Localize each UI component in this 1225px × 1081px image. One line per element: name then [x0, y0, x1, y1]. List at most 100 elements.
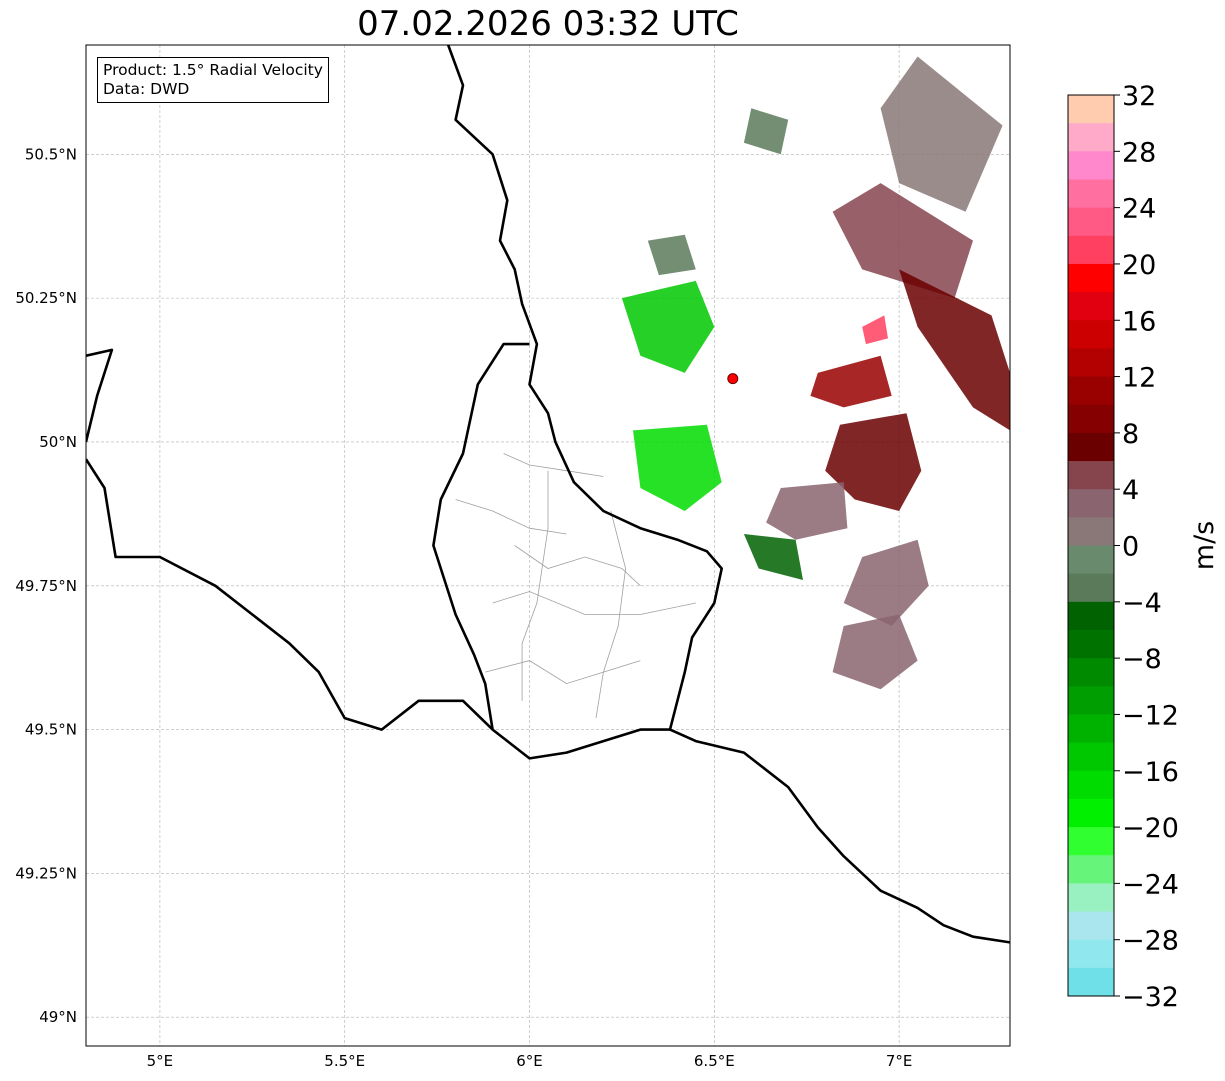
colorbar-bin: [1068, 95, 1114, 124]
colorbar-bin: [1068, 939, 1114, 969]
colorbar-bin: [1068, 658, 1114, 687]
lat-tick-label: 49.5°N: [25, 721, 77, 739]
colorbar-bin: [1068, 151, 1114, 180]
echo-region: [825, 413, 922, 511]
colorbar-tick-label: −20: [1122, 813, 1179, 844]
echo-region: [633, 424, 722, 511]
colorbar-bin: [1068, 855, 1114, 884]
colorbar-bin: [1068, 629, 1114, 659]
colorbar-tick-label: −28: [1122, 926, 1179, 957]
echo-region: [766, 482, 848, 540]
colorbar-tick-label: −24: [1122, 869, 1179, 900]
colorbar-bin: [1068, 686, 1114, 715]
colorbar-bin: [1068, 742, 1114, 772]
colorbar-bin: [1068, 911, 1114, 941]
colorbar-tick-label: −32: [1122, 982, 1179, 1013]
colorbar-bin: [1068, 798, 1114, 828]
district-border: [595, 510, 627, 719]
echo-region: [621, 280, 715, 373]
echo-region: [880, 56, 1003, 212]
colorbar-tick-label: 8: [1122, 419, 1139, 450]
longitude-ticks: 5°E 5.5°E 6°E 6.5°E 7°E: [147, 1052, 913, 1070]
country-border: [432, 342, 530, 730]
lat-tick-label: 49°N: [39, 1008, 77, 1026]
colorbar-tick-label: −4: [1122, 588, 1162, 619]
colorbar-bin: [1068, 320, 1114, 349]
country-border: [86, 458, 670, 760]
colorbar-bin: [1068, 235, 1114, 265]
country-borders: [86, 45, 1010, 944]
colorbar-bin: [1068, 376, 1114, 406]
colorbar-bin: [1068, 292, 1114, 321]
echo-region: [743, 534, 803, 580]
lat-tick-label: 50°N: [39, 433, 77, 451]
colorbar-tick-label: 32: [1122, 81, 1156, 112]
colorbar-tick-label: 24: [1122, 194, 1156, 225]
lon-tick-label: 5.5°E: [324, 1052, 365, 1070]
district-border: [485, 660, 641, 685]
colorbar-bin: [1068, 123, 1114, 152]
colorbar-tick-label: 12: [1122, 363, 1156, 394]
echo-region: [810, 355, 892, 408]
colorbar-bin: [1068, 179, 1114, 209]
colorbar-tick-label: 20: [1122, 250, 1156, 281]
colorbar-tick-label: 28: [1122, 137, 1156, 168]
colorbar: 32 28 24 20 16 12 8 4 0 −4 −8 −12 −16 −20 −24 −28 −32 m/s: [1067, 81, 1220, 1013]
colorbar-bin: [1068, 714, 1114, 743]
colorbar-bin: [1068, 967, 1114, 997]
colorbar-tick-label: −16: [1122, 757, 1179, 788]
district-border: [503, 453, 604, 477]
district-border: [492, 591, 696, 615]
echo-region: [647, 234, 696, 276]
colorbar-bin: [1068, 404, 1114, 434]
info-box: Product: 1.5° Radial Velocity Data: DWD: [97, 57, 329, 103]
echo-region: [832, 614, 918, 690]
colorbar-bin: [1068, 432, 1114, 462]
colorbar-bin: [1068, 461, 1114, 490]
colorbar-bin: [1068, 207, 1114, 237]
latitude-ticks: 50.5°N 50.25°N 50°N 49.75°N 49.5°N 49.25°N 49°…: [15, 145, 77, 1026]
colorbar-bin: [1068, 827, 1114, 856]
echo-region: [899, 269, 1010, 431]
country-border: [86, 348, 114, 443]
colorbar-bin: [1068, 348, 1114, 377]
colorbar-bin: [1068, 601, 1114, 631]
country-border: [446, 45, 1010, 944]
radar-site-dot: [727, 373, 739, 385]
colorbar-tick-label: −8: [1122, 644, 1162, 675]
colorbar-bin: [1068, 883, 1114, 912]
colorbar-bin: [1068, 517, 1114, 546]
data-source-label: Data: DWD: [103, 80, 190, 98]
lon-tick-label: 6.5°E: [694, 1052, 735, 1070]
echo-region: [843, 539, 929, 626]
chart-title: 07.02.2026 03:32 UTC: [357, 4, 739, 44]
colorbar-tick-label: −12: [1122, 700, 1179, 731]
colorbar-label: m/s: [1189, 521, 1220, 570]
district-border: [455, 499, 567, 535]
colorbar-tick-label: 0: [1122, 532, 1139, 563]
lat-tick-label: 49.75°N: [15, 577, 77, 595]
colorbar-bin: [1068, 770, 1114, 800]
district-border: [514, 545, 641, 587]
colorbar-tick-label: 16: [1122, 306, 1156, 337]
radar-site-marker: [727, 373, 739, 385]
lat-tick-label: 50.5°N: [25, 145, 77, 163]
colorbar-tick-label: 4: [1122, 475, 1139, 506]
echo-region: [743, 108, 789, 155]
colorbar-bin: [1068, 545, 1114, 575]
echo-region: [832, 183, 973, 299]
lat-tick-label: 50.25°N: [15, 289, 77, 307]
district-border: [521, 470, 549, 701]
echo-region: [862, 315, 888, 345]
lon-tick-label: 6°E: [516, 1052, 543, 1070]
plot-frame: [85, 44, 1011, 1047]
colorbar-bin: [1068, 573, 1114, 603]
lat-tick-label: 49.25°N: [15, 864, 77, 882]
lon-tick-label: 7°E: [886, 1052, 913, 1070]
product-label: Product: 1.5° Radial Velocity: [103, 61, 323, 79]
colorbar-bin: [1068, 489, 1114, 518]
colorbar-bin: [1068, 263, 1114, 293]
lon-tick-label: 5°E: [147, 1052, 174, 1070]
radar-echoes: [621, 56, 1010, 690]
